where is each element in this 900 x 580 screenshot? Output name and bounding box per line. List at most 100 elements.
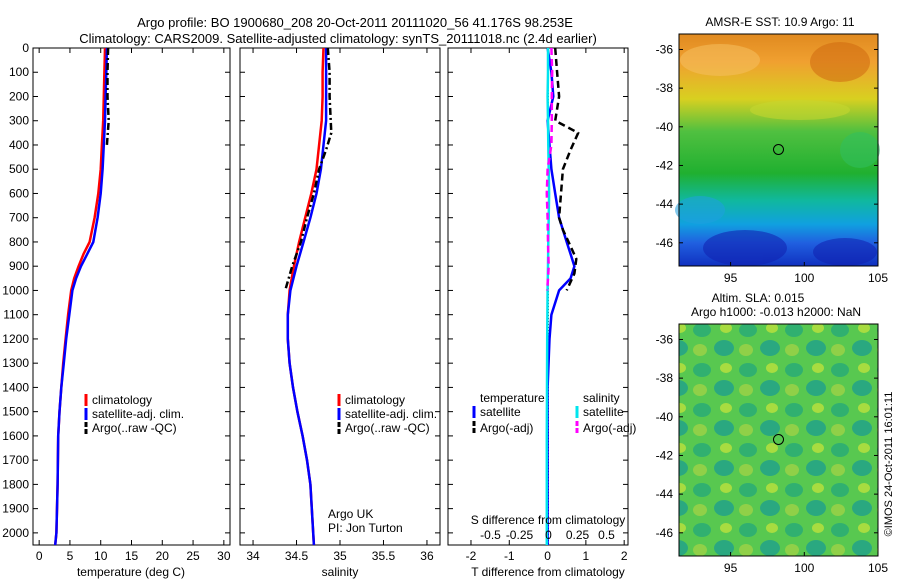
temperature-legend: climatology satellite-adj. clim. Argo(..…: [84, 393, 184, 435]
x-tick-label: 2: [621, 549, 628, 563]
x-tick-label: 10: [94, 549, 108, 563]
difference-legend: temperature satellite Argo(-adj) salinit…: [472, 391, 636, 435]
x-tick-label: 20: [156, 549, 170, 563]
legend-climatology-label: climatology: [345, 393, 405, 407]
salinity-lines: [283, 48, 333, 545]
y-tick-label: 1500: [2, 405, 29, 419]
sst-map-frame: [678, 33, 879, 267]
sla-map-axes: 95 100 105 -36 -38 -40 -42 -44 -46: [656, 332, 889, 575]
y-tick-label: -42: [656, 158, 674, 172]
x-tick-label: 0: [36, 549, 43, 563]
sla-map-title-1: Altim. SLA: 0.015: [712, 291, 805, 305]
sla-heatmap-image: [679, 324, 878, 556]
legend-satellite-label: satellite-adj. clim.: [92, 407, 184, 421]
legend-argo-label: Argo(..raw -QC): [92, 421, 177, 435]
series-line: [105, 48, 110, 146]
temperature-lines: [53, 48, 110, 545]
temperature-x-axis: 0 5 10 15 20 25 30: [36, 48, 231, 563]
y-tick-label: 1000: [2, 283, 29, 297]
difference-x-axis: -2 -1 0 1 2: [466, 48, 628, 563]
difference-depth-ticks: [448, 47, 628, 534]
depth-axis: 0 100 200 300 400 500 600 700 800 900 1000 1100 1200…: [2, 41, 230, 540]
s-difference-ticklabels: -0.5 -0.25 0 0.25 0.5: [480, 528, 615, 542]
series-line: [286, 48, 325, 545]
series-line: [545, 48, 551, 545]
y-tick-label: -44: [656, 487, 674, 501]
x-tick-label: 25: [186, 549, 200, 563]
legend-t-argo-label: Argo(-adj): [480, 421, 533, 435]
y-tick-label: -40: [656, 120, 674, 134]
salinity-xlabel: salinity: [322, 565, 359, 579]
x-tick-label: 5: [67, 549, 74, 563]
y-tick-label: 1200: [2, 332, 29, 346]
x-tick-label: 95: [724, 271, 738, 285]
sst-map-title: AMSR-E SST: 10.9 Argo: 11: [705, 15, 855, 29]
y-tick-label: 1400: [2, 380, 29, 394]
y-tick-label: -38: [656, 81, 674, 95]
y-tick-label: 1300: [2, 356, 29, 370]
credit-text: ©IMOS 24-Oct-2011 16:01:11: [883, 392, 895, 537]
difference-lines: [545, 48, 580, 545]
series-line: [283, 48, 333, 291]
salinity-depth-ticks: [240, 47, 440, 534]
x-tick-label: 30: [217, 549, 231, 563]
annotation-argo-uk: Argo UK: [328, 507, 373, 521]
sst-map-axes: 95 100 105 -36 -38 -40 -42 -44 -46: [656, 42, 889, 285]
salinity-legend: climatology satellite-adj. clim. Argo(..…: [337, 393, 437, 435]
annotation-pi: PI: Jon Turton: [328, 521, 403, 535]
temperature-xlabel: temperature (deg C): [77, 565, 185, 579]
y-tick-label: 100: [9, 65, 29, 79]
s-difference-label: S difference from climatology: [471, 513, 626, 527]
y-tick-label: -44: [656, 197, 674, 211]
difference-axes-frame: [447, 47, 629, 546]
y-tick-label: -36: [656, 332, 674, 346]
y-tick-label: -46: [656, 236, 674, 250]
sla-map: Altim. SLA: 0.015 Argo h1000: -0.013 h20…: [656, 291, 889, 575]
x-tick-label: 100: [794, 561, 814, 575]
temperature-panel: 0100200300400500600700800900100011001200…: [2, 41, 231, 579]
legend-s-argo-label: Argo(-adj): [583, 421, 636, 435]
sla-map-frame: [678, 323, 879, 557]
x-tick-label: 105: [868, 271, 888, 285]
y-tick-label: -36: [656, 42, 674, 56]
y-tick-label: -46: [656, 526, 674, 540]
x-tick-label: 95: [724, 561, 738, 575]
legend-t-satellite-label: satellite: [480, 405, 521, 419]
x-tick-label: 1: [583, 549, 590, 563]
x-tick-label: 100: [794, 271, 814, 285]
series-line: [286, 48, 328, 545]
y-tick-label: -38: [656, 371, 674, 385]
y-tick-label: 0: [22, 41, 29, 55]
s-tick-label: 0.25: [566, 528, 590, 542]
y-tick-label: 1900: [2, 502, 29, 516]
salinity-panel: 34 34.5 35 35.5 36 salinity climatology sate…: [239, 47, 441, 579]
salinity-axes-frame: [239, 47, 441, 546]
y-tick-label: 300: [9, 114, 29, 128]
x-tick-label: 105: [868, 561, 888, 575]
y-tick-label: -42: [656, 448, 674, 462]
sst-map: AMSR-E SST: 10.9 Argo: 11 95 100 105 -36 -38…: [656, 15, 889, 285]
y-tick-label: 200: [9, 89, 29, 103]
x-tick-label: 15: [125, 549, 139, 563]
x-tick-label: 34.5: [285, 549, 309, 563]
x-tick-label: 35.5: [372, 549, 396, 563]
t-difference-xlabel: T difference from climatology: [471, 565, 625, 579]
series-line: [545, 48, 554, 291]
x-tick-label: 34: [246, 549, 260, 563]
x-tick-label: -1: [504, 549, 515, 563]
y-tick-label: 1100: [3, 308, 29, 322]
series-line: [553, 48, 580, 291]
y-tick-label: -40: [656, 410, 674, 424]
y-tick-label: 1600: [2, 429, 29, 443]
argo-location-marker: [773, 434, 784, 445]
s-tick-label: 0.5: [598, 528, 615, 542]
y-tick-label: 500: [9, 162, 29, 176]
x-tick-label: 35: [333, 549, 347, 563]
y-tick-label: 700: [9, 211, 29, 225]
y-tick-label: 400: [9, 138, 29, 152]
argo-location-marker: [773, 144, 784, 155]
y-tick-label: 600: [9, 186, 29, 200]
y-tick-label: 900: [9, 259, 29, 273]
series-line: [53, 48, 107, 545]
sst-texture: [675, 42, 880, 266]
